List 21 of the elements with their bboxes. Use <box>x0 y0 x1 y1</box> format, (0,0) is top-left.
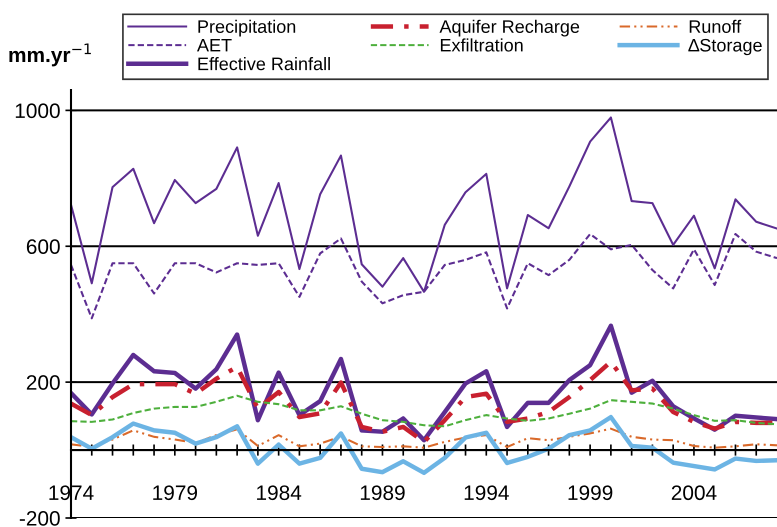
legend-label: Effective Rainfall <box>198 56 330 70</box>
x-tick-label: 1979 <box>153 485 198 500</box>
y-tick-label: 1000 <box>16 103 60 118</box>
line-series <box>71 428 777 449</box>
line-series <box>71 414 777 476</box>
x-tick-label: 1989 <box>360 485 405 500</box>
legend-label: Exfiltration <box>440 38 523 52</box>
y-tick-label: -200 <box>20 511 60 526</box>
x-tick-label: 2004 <box>672 485 717 500</box>
x-tick-label: 1999 <box>568 485 612 500</box>
y-tick-label: 200 <box>26 375 60 390</box>
legend-label: Runoff <box>690 20 742 33</box>
x-tick-label: 1994 <box>464 485 509 500</box>
legend-label: Precipitation <box>198 20 296 37</box>
y-axis-title: mm.yr$^{−1}$ <box>9 43 91 66</box>
legend-label: AET <box>196 39 232 52</box>
line-series <box>71 394 777 428</box>
legend-label: Aquifer Recharge <box>439 20 580 37</box>
legend-label: ∆Storage <box>688 38 762 56</box>
y-tick-label: 600 <box>26 239 60 254</box>
x-tick-label: 1984 <box>257 485 302 500</box>
